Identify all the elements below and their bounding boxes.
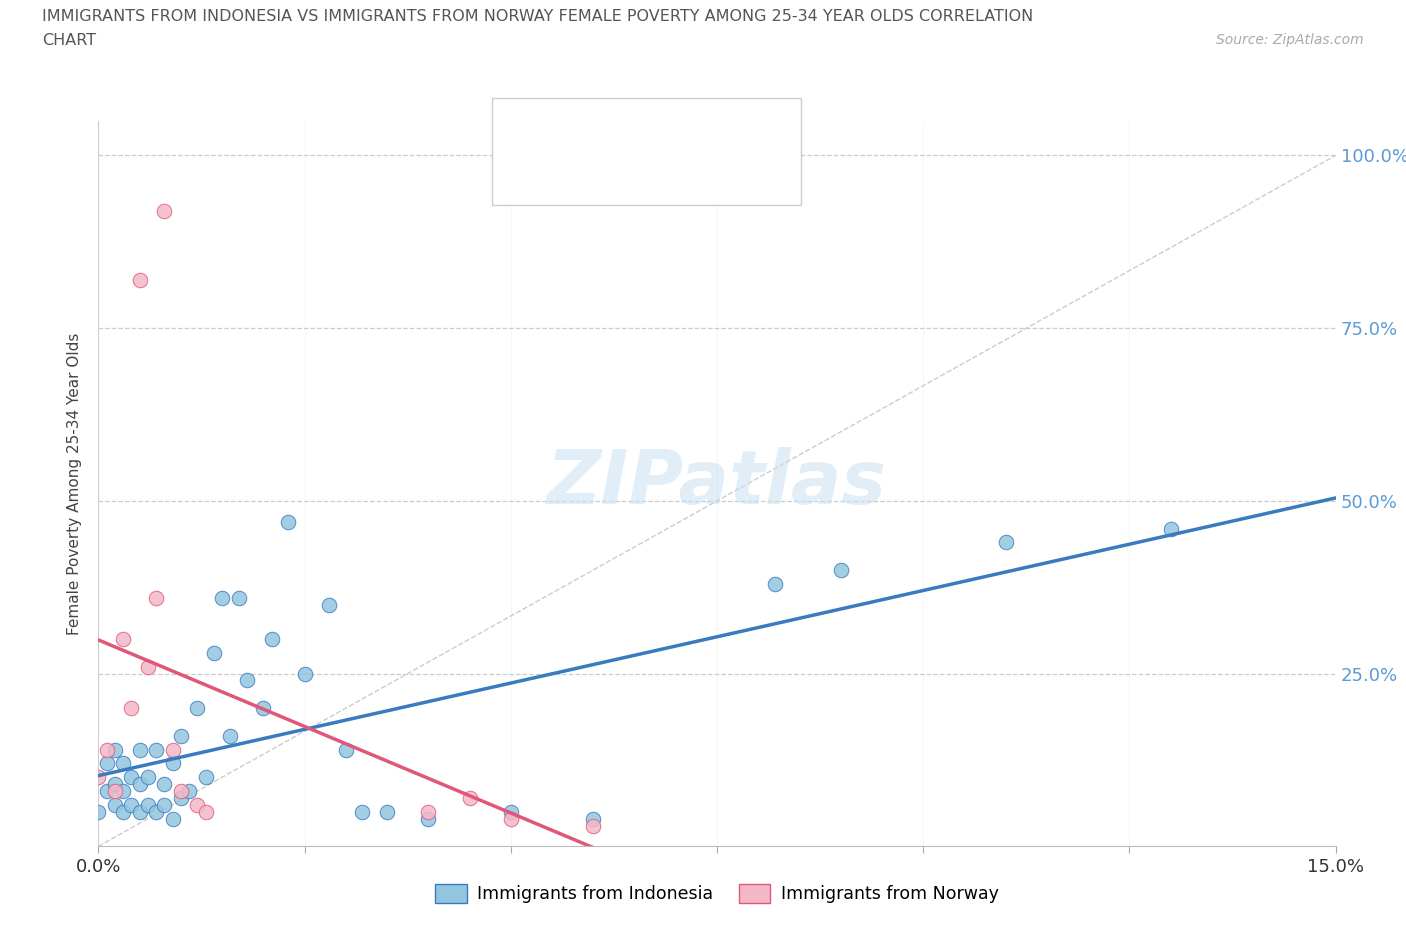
Text: R = 0.448   N = 17: R = 0.448 N = 17	[548, 169, 733, 187]
Point	[128, 777, 150, 791]
Point	[179, 784, 201, 799]
Point	[87, 770, 110, 785]
Point	[120, 700, 142, 715]
Point	[228, 591, 250, 605]
Point	[136, 770, 159, 785]
Point	[582, 811, 605, 826]
Point	[194, 804, 217, 819]
Point	[128, 804, 150, 819]
Point	[112, 756, 135, 771]
Point	[252, 700, 274, 715]
Point	[153, 777, 176, 791]
Point	[499, 804, 522, 819]
Point	[96, 756, 118, 771]
Point	[186, 700, 208, 715]
Point	[202, 645, 225, 660]
Point	[104, 742, 127, 757]
Point	[170, 790, 193, 805]
Point	[120, 770, 142, 785]
Point	[87, 804, 110, 819]
Point	[260, 631, 283, 646]
Point	[375, 804, 398, 819]
Point	[145, 742, 167, 757]
Point	[830, 563, 852, 578]
Point	[104, 777, 127, 791]
Point	[763, 577, 786, 591]
Point	[294, 666, 316, 681]
Text: CHART: CHART	[42, 33, 96, 47]
Point	[236, 673, 259, 688]
Point	[145, 804, 167, 819]
Point	[1160, 521, 1182, 536]
Point	[582, 818, 605, 833]
Point	[352, 804, 374, 819]
Point	[96, 784, 118, 799]
Text: IMMIGRANTS FROM INDONESIA VS IMMIGRANTS FROM NORWAY FEMALE POVERTY AMONG 25-34 Y: IMMIGRANTS FROM INDONESIA VS IMMIGRANTS …	[42, 9, 1033, 24]
Point	[277, 514, 299, 529]
Point	[128, 272, 150, 287]
Point	[318, 597, 340, 612]
Point	[994, 535, 1017, 550]
Point	[120, 797, 142, 812]
Point	[136, 797, 159, 812]
Point	[499, 811, 522, 826]
Point	[128, 742, 150, 757]
Point	[112, 804, 135, 819]
Point	[145, 591, 167, 605]
Point	[418, 811, 440, 826]
Point	[153, 204, 176, 219]
Point	[194, 770, 217, 785]
Point	[418, 804, 440, 819]
Text: Source: ZipAtlas.com: Source: ZipAtlas.com	[1216, 33, 1364, 46]
Point	[112, 631, 135, 646]
Point	[186, 797, 208, 812]
Text: R = 0.386   N = 47: R = 0.386 N = 47	[548, 119, 733, 137]
Legend: Immigrants from Indonesia, Immigrants from Norway: Immigrants from Indonesia, Immigrants fr…	[429, 877, 1005, 910]
Point	[104, 784, 127, 799]
Y-axis label: Female Poverty Among 25-34 Year Olds: Female Poverty Among 25-34 Year Olds	[67, 332, 83, 635]
Point	[104, 797, 127, 812]
Point	[162, 742, 184, 757]
Text: ZIPatlas: ZIPatlas	[547, 447, 887, 520]
Point	[458, 790, 481, 805]
Point	[170, 784, 193, 799]
Point	[219, 728, 242, 743]
Point	[170, 728, 193, 743]
Point	[112, 784, 135, 799]
Point	[162, 811, 184, 826]
Point	[153, 797, 176, 812]
Point	[136, 659, 159, 674]
Point	[335, 742, 357, 757]
Point	[96, 742, 118, 757]
Point	[162, 756, 184, 771]
Point	[211, 591, 233, 605]
